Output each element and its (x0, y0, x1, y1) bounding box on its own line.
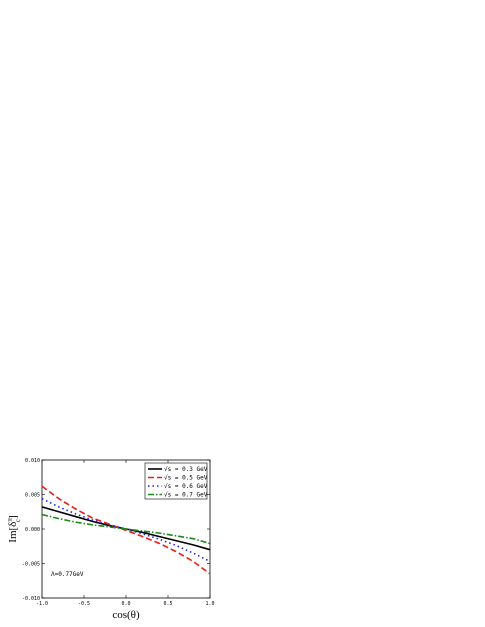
series-line-3 (41, 497, 211, 563)
legend-sqrt-s: √s (164, 492, 172, 499)
y-axis-label-sub: c (14, 519, 22, 522)
y-tick-label: -0.010 (22, 596, 40, 602)
legend-sqrt-s: √s (164, 483, 172, 490)
legend-sqrt-s: √s (164, 475, 172, 482)
legend-label: √s = 0.6 GeV (164, 483, 208, 490)
x-tick-label: 0.0 (121, 601, 130, 607)
legend-label: √s = 0.7 GeV (164, 492, 208, 499)
legend-sqrt-s: √s (164, 466, 172, 473)
legend-label: √s = 0.3 GeV (164, 466, 208, 473)
x-axis-label: cos(θ) (112, 609, 140, 621)
x-axis-ticks: -1.0 -0.5 0.0 0.5 1.0 (36, 460, 215, 607)
legend-value: = 0.5 GeV (171, 475, 208, 482)
series-line-2 (41, 485, 211, 575)
legend: √s = 0.3 GeV√s = 0.5 GeV√s = 0.6 GeV√s =… (144, 462, 208, 500)
y-axis-label-sup: π (6, 518, 14, 522)
y-axis-ticks: -0.010 -0.005 0.000 0.005 0.010 (22, 458, 210, 602)
legend-label: √s = 0.5 GeV (164, 475, 208, 482)
y-tick-label: 0.000 (25, 527, 40, 533)
legend-value: = 0.3 GeV (171, 466, 208, 473)
y-tick-label: 0.005 (25, 493, 40, 499)
x-tick-label: 0.5 (163, 601, 172, 607)
x-tick-label: -1.0 (36, 601, 48, 607)
series-line-4 (41, 513, 211, 545)
y-tick-label: 0.010 (25, 458, 40, 464)
y-axis-label-main: Im[δ (7, 522, 19, 543)
legend-value: = 0.7 GeV (171, 492, 208, 499)
legend-value: = 0.6 GeV (171, 483, 208, 490)
lambda-annotation: Λ=0.77GeV (51, 571, 84, 578)
series-lines (41, 485, 211, 575)
y-axis-label: Im[δπc] (6, 515, 22, 542)
y-axis-label-close: ] (7, 515, 19, 519)
x-tick-label: 1.0 (205, 601, 214, 607)
x-tick-label: -0.5 (78, 601, 90, 607)
y-tick-label: -0.005 (22, 562, 40, 568)
